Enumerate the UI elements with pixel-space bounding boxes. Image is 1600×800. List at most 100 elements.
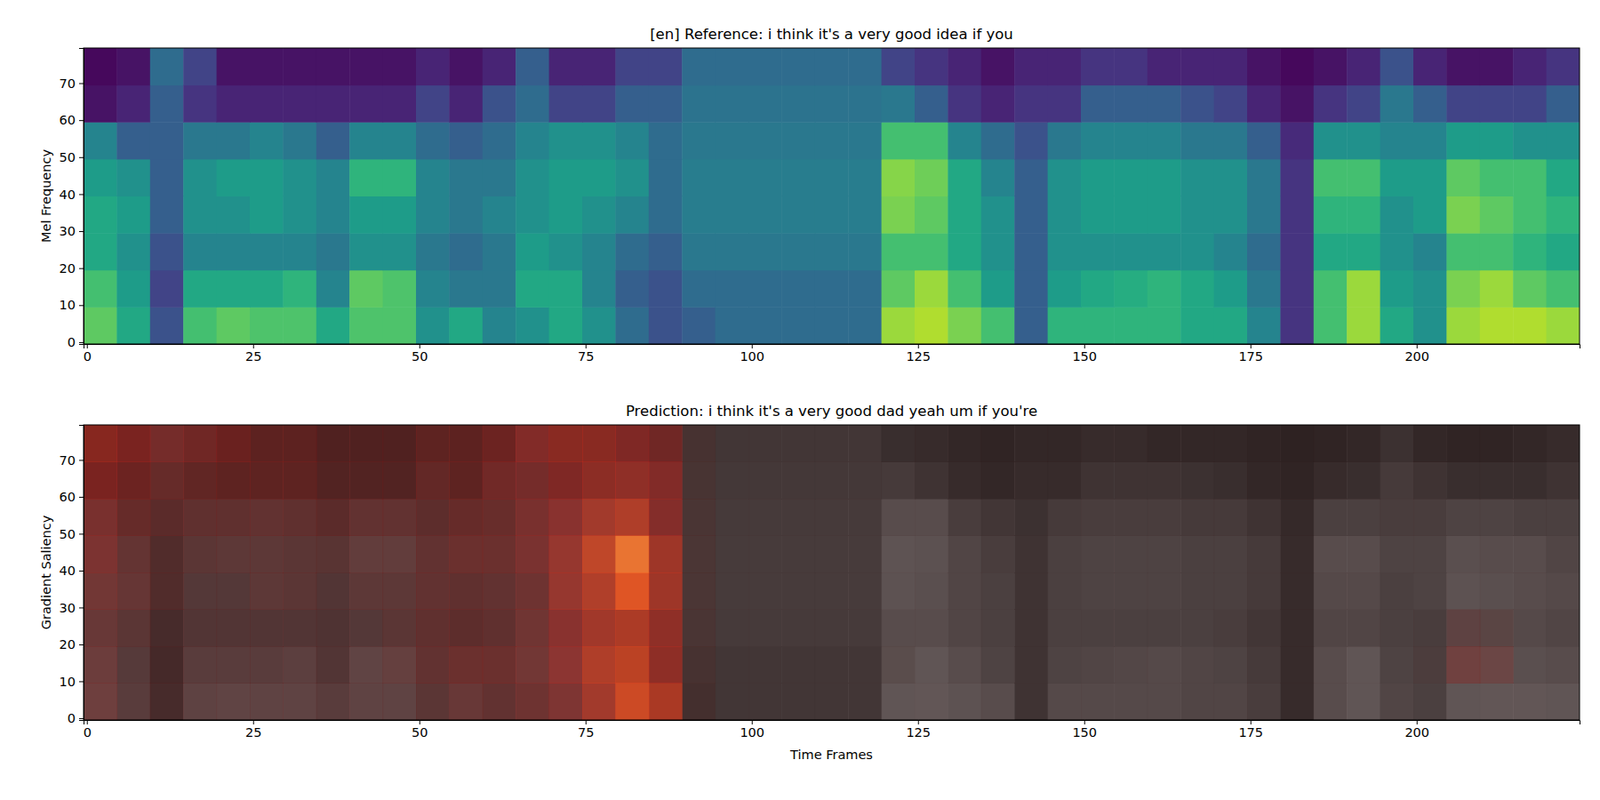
cell: [1380, 270, 1415, 308]
saliency-cell: [815, 462, 849, 500]
saliency-cell: [914, 609, 949, 648]
background-cell: [116, 572, 151, 610]
y-tick-label: 10: [59, 674, 76, 689]
y-tick-mark: [79, 607, 84, 608]
cell: [1380, 232, 1415, 271]
cell: [848, 232, 882, 271]
saliency-cell: [549, 609, 584, 648]
saliency-cell: [1214, 536, 1248, 574]
x-tick: 50: [411, 344, 428, 364]
background-cell: [715, 462, 750, 500]
saliency-cell: [715, 683, 750, 721]
cell: [715, 232, 750, 271]
cell: [1346, 196, 1381, 234]
background-cell: [183, 498, 217, 536]
background-cell: [648, 424, 683, 463]
cell: [681, 85, 716, 123]
saliency-cell: [1147, 424, 1182, 463]
background-cell: [1346, 536, 1381, 574]
saliency-cell: [1413, 609, 1448, 648]
background-cell: [1247, 536, 1281, 574]
saliency-cell: [947, 498, 982, 536]
background-cell: [1113, 498, 1148, 536]
background-cell: [648, 536, 683, 574]
cell: [482, 306, 517, 344]
saliency-cell: [848, 462, 882, 500]
cell: [316, 48, 351, 86]
background-cell: [183, 536, 217, 574]
cell: [383, 306, 417, 344]
background-cell: [1180, 462, 1215, 500]
saliency-cell: [183, 683, 217, 721]
background-cell: [83, 498, 118, 536]
saliency-cell: [83, 572, 118, 610]
saliency-cell: [1147, 572, 1182, 610]
background-cell: [1446, 572, 1480, 610]
saliency-cell: [1214, 424, 1248, 463]
cell: [1014, 196, 1048, 234]
background-cell: [1446, 683, 1480, 721]
saliency-cell: [1180, 572, 1215, 610]
saliency-cell: [848, 424, 882, 463]
saliency-cell: [216, 646, 251, 684]
saliency-cell: [681, 572, 716, 610]
y-tick: 60: [59, 489, 84, 504]
saliency-cell: [1313, 683, 1348, 721]
saliency-cell: [1280, 683, 1314, 721]
saliency-cell: [781, 536, 816, 574]
saliency-cell: [1014, 646, 1048, 684]
background-cell: [150, 462, 184, 500]
background-cell: [947, 683, 982, 721]
saliency-cell: [648, 683, 683, 721]
cell: [150, 121, 184, 160]
background-cell: [216, 462, 251, 500]
saliency-cell: [881, 536, 916, 574]
saliency-cell: [1546, 424, 1580, 463]
cell: [1080, 270, 1115, 308]
cell: [383, 270, 417, 308]
background-cell: [1048, 683, 1082, 721]
y-tick-label: 50: [59, 150, 76, 165]
saliency-cell: [1346, 498, 1381, 536]
background-cell: [981, 683, 1016, 721]
y-tick-mark: [79, 268, 84, 270]
cell: [383, 196, 417, 234]
cell: [282, 232, 317, 271]
background-cell: [1014, 683, 1048, 721]
background-cell: [482, 572, 517, 610]
saliency-cell: [1113, 609, 1148, 648]
y-tick-mark: [79, 342, 84, 344]
y-tick: 30: [59, 224, 84, 239]
cell: [515, 159, 550, 197]
background-cell: [748, 536, 783, 574]
cell: [914, 196, 949, 234]
y-axis-title: Mel Frequency: [39, 149, 54, 243]
cell: [1080, 85, 1115, 123]
cell: [1480, 306, 1514, 344]
x-tick-mark: [87, 344, 88, 349]
cell: [615, 48, 649, 86]
background-cell: [1214, 572, 1248, 610]
saliency-cell: [183, 536, 217, 574]
cell: [1313, 48, 1348, 86]
background-cell: [482, 536, 517, 574]
background-cell: [947, 462, 982, 500]
cell: [648, 159, 683, 197]
saliency-cell: [914, 572, 949, 610]
background-cell: [981, 646, 1016, 684]
background-cell: [282, 498, 317, 536]
background-cell: [615, 536, 649, 574]
cell: [349, 121, 384, 160]
x-tick: 75: [577, 344, 594, 364]
saliency-cell: [881, 572, 916, 610]
saliency-cell: [1413, 424, 1448, 463]
background-cell: [781, 609, 816, 648]
saliency-cell: [1280, 572, 1314, 610]
saliency-cell: [914, 424, 949, 463]
x-tick-label: 100: [739, 725, 765, 740]
background-cell: [615, 683, 649, 721]
saliency-cell: [448, 498, 483, 536]
saliency-cell: [1313, 646, 1348, 684]
cell: [448, 196, 483, 234]
background-cell: [383, 462, 417, 500]
